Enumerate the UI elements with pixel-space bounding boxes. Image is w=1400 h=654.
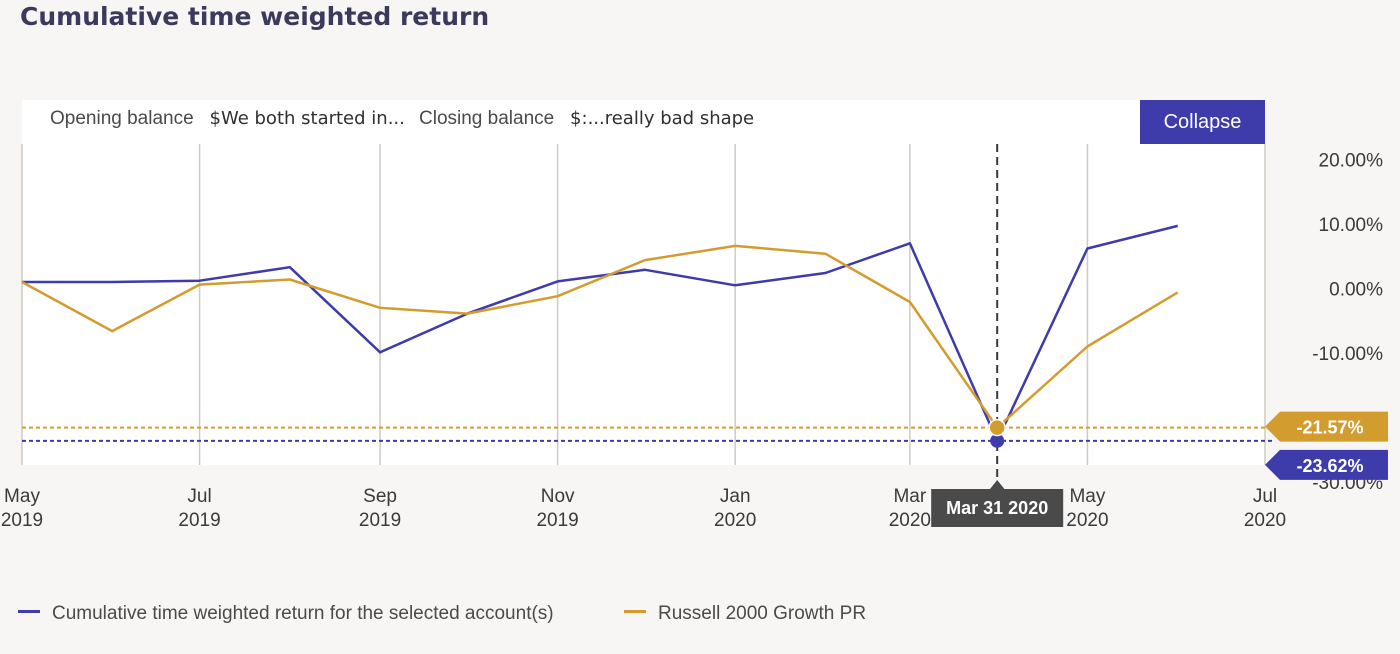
- benchmark-value-flag-bg: [1265, 411, 1388, 442]
- cursor-tooltip-bg: [931, 489, 1064, 527]
- benchmark-value-flag: -21.57%: [1296, 418, 1363, 438]
- legend-item-account[interactable]: Cumulative time weighted return for the …: [18, 603, 554, 625]
- x-tick-year: 2019: [178, 510, 220, 531]
- legend-swatch-account: [18, 610, 40, 614]
- opening-balance-label: Opening balance: [50, 108, 194, 129]
- x-tick-year: 2020: [1066, 510, 1108, 531]
- legend-label-benchmark: Russell 2000 Growth PR: [658, 603, 867, 624]
- y-tick-label: 10.00%: [1319, 215, 1384, 236]
- opening-balance: Opening balance $We both started in...: [50, 108, 405, 130]
- y-tick-label: 20.00%: [1319, 150, 1384, 171]
- collapse-button[interactable]: Collapse: [1140, 100, 1265, 144]
- cursor-tooltip-label: Mar 31 2020: [946, 498, 1048, 518]
- page-title: Cumulative time weighted return: [20, 2, 490, 31]
- x-tick-month: Nov: [541, 486, 575, 507]
- x-tick-month: Jan: [720, 486, 751, 507]
- closing-balance-value: $:...really bad shape: [570, 108, 755, 129]
- balance-summary-bar: Opening balance $We both started in... C…: [22, 100, 1265, 144]
- x-tick-year: 2019: [359, 510, 401, 531]
- legend-item-benchmark[interactable]: Russell 2000 Growth PR: [624, 603, 866, 625]
- x-tick-month: Jul: [1253, 486, 1277, 507]
- plot-background: [22, 144, 1265, 465]
- x-tick-month: Mar: [893, 486, 926, 507]
- account-value-flag: -23.62%: [1296, 456, 1363, 476]
- x-tick-month: Jul: [187, 486, 211, 507]
- x-tick-year: 2019: [1, 510, 43, 531]
- benchmark-cursor-marker: [988, 418, 1006, 437]
- y-tick-label: 0.00%: [1329, 279, 1383, 300]
- x-tick-year: 2020: [1244, 510, 1286, 531]
- x-tick-month: Sep: [363, 486, 397, 507]
- legend-swatch-benchmark: [624, 610, 646, 614]
- x-tick-year: 2020: [714, 510, 756, 531]
- account-value-flag-bg: [1265, 449, 1388, 480]
- opening-balance-value: $We both started in...: [209, 108, 405, 129]
- x-tick-year: 2019: [536, 510, 578, 531]
- legend-label-account: Cumulative time weighted return for the …: [52, 603, 554, 624]
- y-tick-label: -10.00%: [1312, 344, 1383, 365]
- x-tick-month: May: [4, 486, 40, 507]
- x-tick-year: 2020: [889, 510, 931, 531]
- x-tick-month: May: [1069, 486, 1105, 507]
- closing-balance-label: Closing balance: [419, 108, 555, 129]
- cursor-tooltip-arrow: [989, 480, 1006, 490]
- account-cursor-marker: [990, 433, 1005, 448]
- closing-balance: Closing balance $:...really bad shape: [419, 108, 754, 130]
- benchmark-line: [21, 244, 1179, 429]
